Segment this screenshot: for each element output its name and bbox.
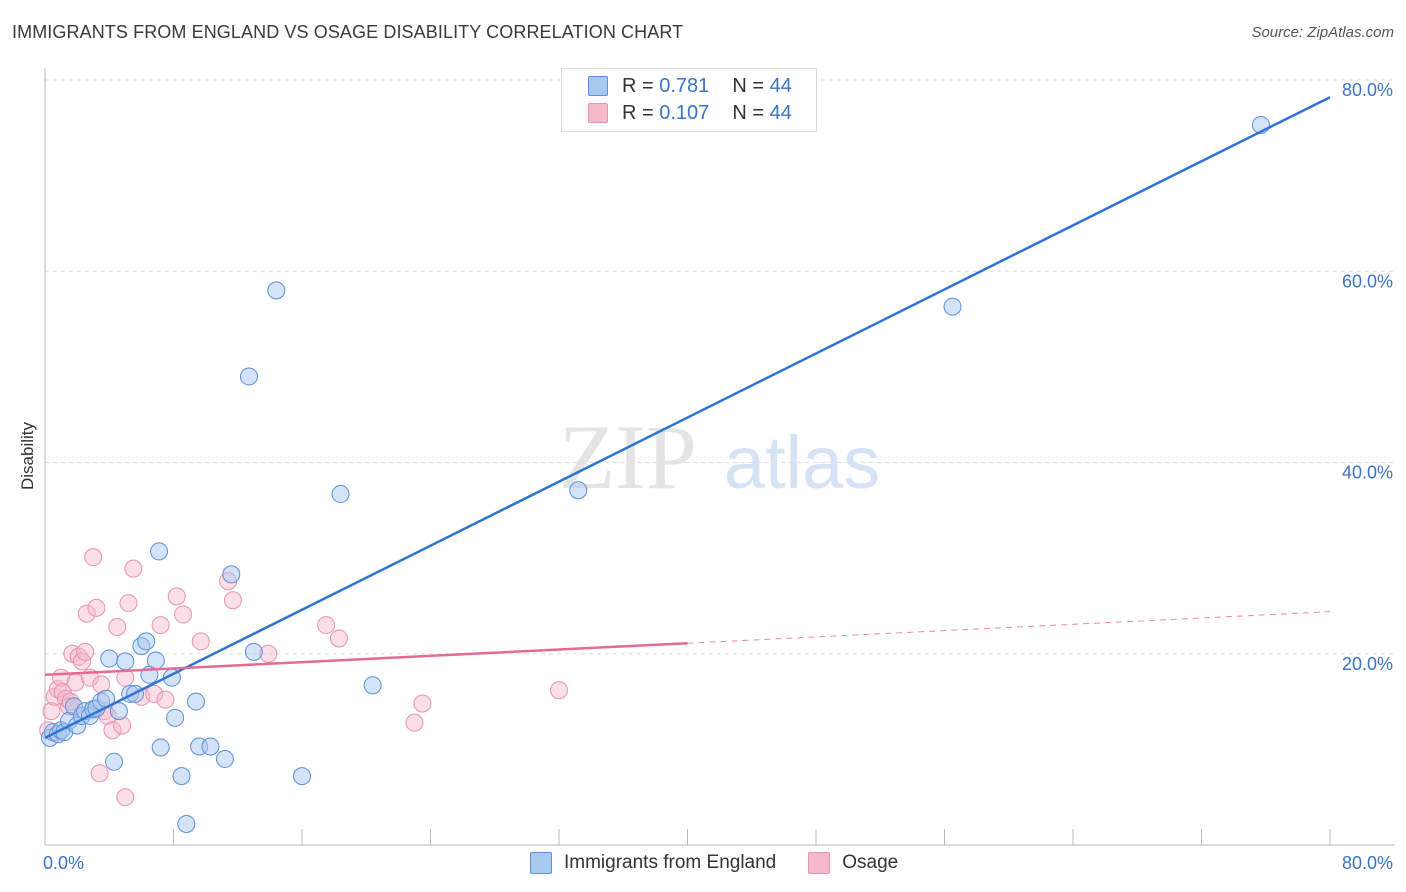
osage-point	[317, 616, 336, 635]
osage-point	[76, 642, 95, 661]
osage-point	[124, 559, 143, 578]
osage-trend-line	[44, 641, 688, 677]
legend-n-label: N =	[732, 101, 765, 124]
osage-point	[223, 591, 242, 610]
england-point	[146, 651, 165, 670]
source-credit: Source: ZipAtlas.com	[1251, 24, 1394, 41]
series-label-osage: Osage	[842, 852, 899, 873]
osage-point	[87, 598, 106, 617]
osage-point	[550, 681, 568, 700]
chart-title: IMMIGRANTS FROM ENGLAND VS OSAGE DISABIL…	[12, 22, 684, 42]
england-point	[109, 702, 128, 721]
series-swatch-blue	[530, 852, 552, 874]
england-point	[150, 542, 169, 561]
x-tick-label: 0.0%	[43, 853, 84, 873]
osage-point	[72, 652, 91, 671]
osage-point	[174, 605, 193, 624]
osage-point	[151, 616, 170, 635]
england-point	[222, 565, 241, 584]
legend-r-label: R =	[622, 74, 654, 97]
osage-point	[329, 629, 348, 648]
osage-point	[167, 587, 186, 606]
england-point	[172, 767, 191, 786]
series-label-england: Immigrants from England	[564, 852, 777, 873]
osage-point	[77, 604, 96, 623]
osage-points	[39, 548, 568, 807]
osage-trend-extension	[687, 611, 1331, 644]
osage-point	[405, 713, 424, 732]
y-axis-label: Disability	[18, 421, 37, 491]
legend-n-label: N =	[732, 74, 765, 97]
axes	[44, 68, 1395, 846]
england-point	[100, 649, 119, 668]
correlation-legend: R = 0.781 N = 44 R = 0.107 N = 44	[561, 68, 817, 132]
england-point	[116, 652, 135, 671]
osage-point	[413, 694, 432, 713]
watermark-atlas: atlas	[724, 421, 880, 504]
legend-row-england: R = 0.781 N = 44	[588, 75, 792, 97]
england-point	[943, 297, 962, 316]
watermark: ZIP atlas	[559, 406, 880, 508]
england-trend-line	[44, 96, 1331, 740]
legend-swatch-blue	[588, 76, 608, 96]
england-point	[239, 367, 258, 386]
x-tick-label: 80.0%	[1342, 853, 1393, 873]
y-tick-label: 60.0%	[1342, 271, 1393, 291]
england-point	[363, 676, 382, 695]
legend-n-value: 44	[769, 74, 792, 97]
england-point	[105, 752, 124, 771]
series-legend: Immigrants from England Osage	[530, 852, 930, 874]
y-tick-label: 40.0%	[1342, 463, 1393, 483]
england-point	[215, 749, 234, 768]
legend-row-osage: R = 0.107 N = 44	[588, 102, 792, 124]
england-point	[151, 738, 170, 757]
trend-lines	[44, 96, 1331, 740]
legend-r-label: R =	[622, 101, 654, 124]
series-legend-england: Immigrants from England	[530, 852, 776, 874]
y-tick-label: 80.0%	[1342, 80, 1393, 100]
legend-r-value: 0.781	[659, 74, 710, 97]
legend-r-value: 0.107	[659, 101, 710, 124]
y-tick-label: 20.0%	[1342, 654, 1393, 674]
osage-point	[119, 594, 138, 613]
osage-point	[116, 788, 135, 807]
osage-point	[145, 684, 164, 703]
england-point	[137, 632, 156, 651]
osage-point	[108, 617, 127, 636]
series-swatch-pink	[808, 852, 831, 874]
england-point	[177, 814, 196, 833]
osage-point	[90, 764, 109, 783]
osage-point	[103, 721, 122, 740]
legend-swatch-pink	[588, 103, 608, 123]
england-points	[40, 115, 1270, 833]
england-point	[166, 708, 185, 727]
england-point	[186, 692, 205, 711]
england-point	[331, 485, 350, 504]
england-point	[201, 737, 220, 756]
england-point	[244, 642, 263, 661]
legend-n-value: 44	[769, 101, 792, 124]
england-point	[267, 281, 286, 300]
osage-point	[42, 702, 61, 721]
osage-point	[191, 632, 210, 651]
england-point	[569, 481, 588, 500]
series-legend-osage: Osage	[808, 852, 898, 874]
tick-labels: 20.0% 40.0% 60.0% 80.0% 0.0% 80.0%	[43, 80, 1393, 873]
osage-point	[84, 548, 103, 567]
england-point	[293, 767, 311, 786]
osage-point	[156, 690, 175, 709]
